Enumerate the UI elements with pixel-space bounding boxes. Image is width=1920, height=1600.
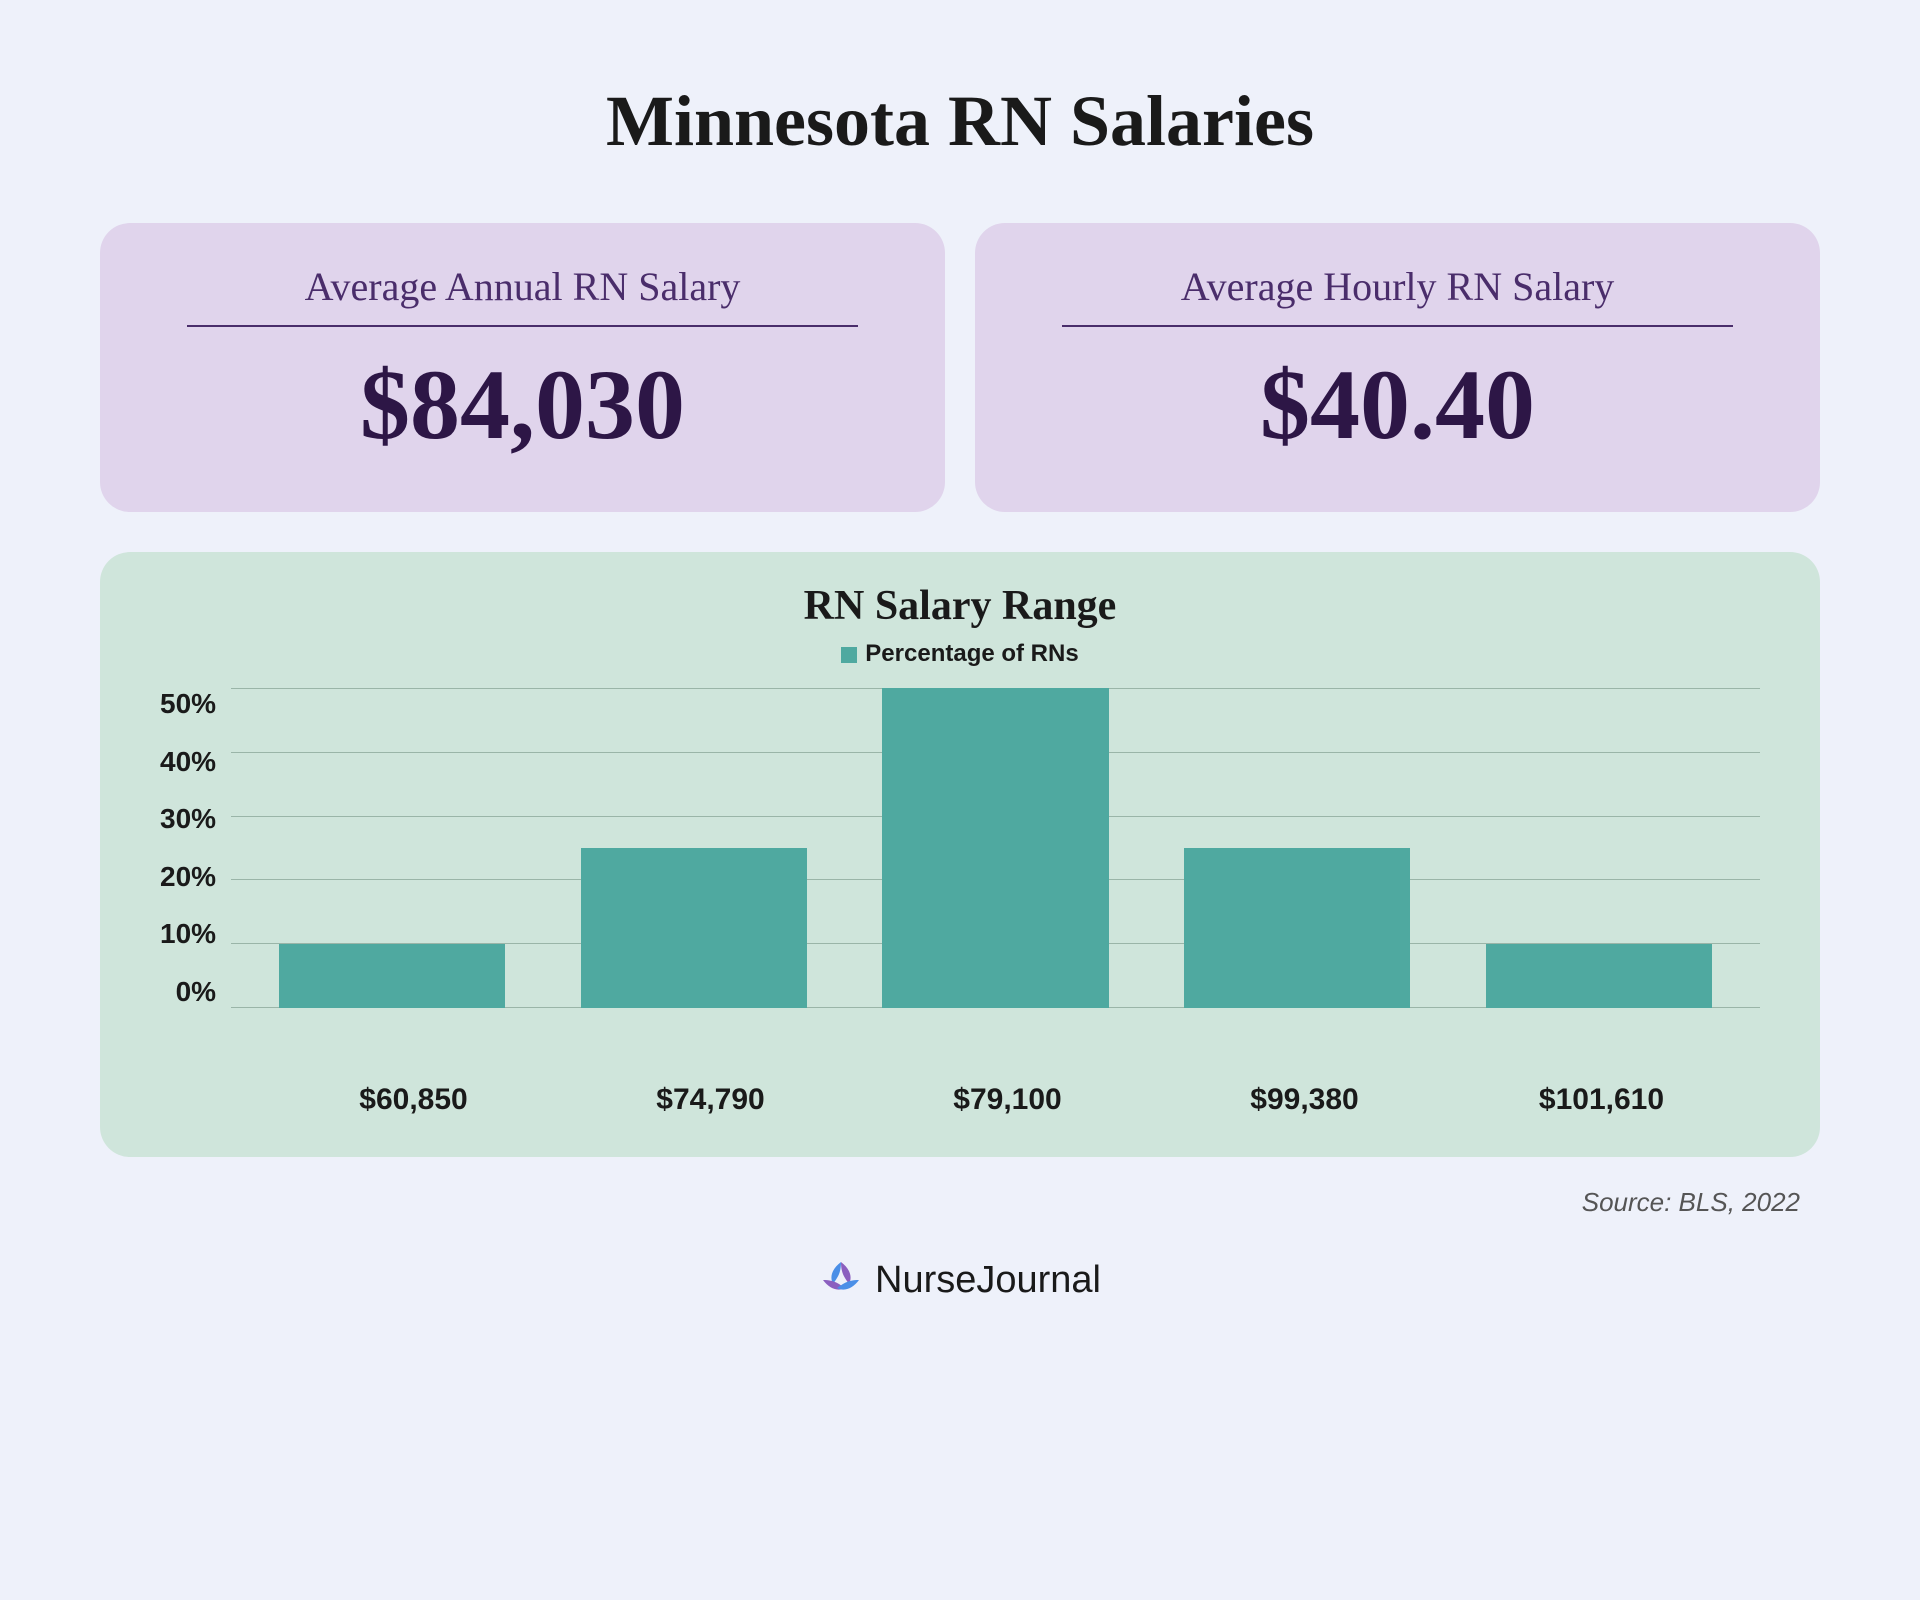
bars-container [231, 688, 1760, 1008]
bar [1184, 848, 1410, 1008]
y-tick-label: 20% [160, 861, 216, 893]
x-tick-label: $101,610 [1490, 1083, 1713, 1117]
plot-area [231, 688, 1760, 1008]
annual-salary-label: Average Annual RN Salary [187, 263, 858, 327]
y-axis: 50% 40% 30% 20% 10% 0% [160, 688, 231, 1008]
annual-salary-value: $84,030 [150, 347, 895, 462]
hourly-salary-label: Average Hourly RN Salary [1062, 263, 1733, 327]
legend-swatch-icon [841, 647, 857, 663]
y-tick-label: 0% [176, 976, 216, 1008]
x-axis-labels: $60,850 $74,790 $79,100 $99,380 $101,610 [255, 1083, 1760, 1117]
y-tick-label: 50% [160, 688, 216, 720]
brand-footer: NurseJournal [819, 1258, 1101, 1302]
hourly-salary-card: Average Hourly RN Salary $40.40 [975, 223, 1820, 512]
x-tick-label: $74,790 [599, 1083, 822, 1117]
bar [1486, 944, 1712, 1008]
stat-cards-row: Average Annual RN Salary $84,030 Average… [100, 223, 1820, 512]
annual-salary-card: Average Annual RN Salary $84,030 [100, 223, 945, 512]
bar [882, 688, 1108, 1008]
y-tick-label: 10% [160, 918, 216, 950]
bar [279, 944, 505, 1008]
x-tick-label: $60,850 [302, 1083, 525, 1117]
nursejournal-logo-icon [819, 1258, 863, 1302]
brand-name: NurseJournal [875, 1259, 1101, 1302]
chart-title: RN Salary Range [160, 582, 1760, 630]
bar [581, 848, 807, 1008]
x-tick-label: $99,380 [1193, 1083, 1416, 1117]
page-title: Minnesota RN Salaries [606, 80, 1314, 163]
legend-label: Percentage of RNs [865, 640, 1078, 667]
y-tick-label: 30% [160, 803, 216, 835]
chart-legend: Percentage of RNs [160, 640, 1760, 668]
chart-area: 50% 40% 30% 20% 10% 0% [160, 688, 1760, 1068]
source-citation: Source: BLS, 2022 [100, 1187, 1820, 1218]
hourly-salary-value: $40.40 [1025, 347, 1770, 462]
x-tick-label: $79,100 [896, 1083, 1119, 1117]
y-tick-label: 40% [160, 746, 216, 778]
salary-range-chart-card: RN Salary Range Percentage of RNs 50% 40%… [100, 552, 1820, 1157]
